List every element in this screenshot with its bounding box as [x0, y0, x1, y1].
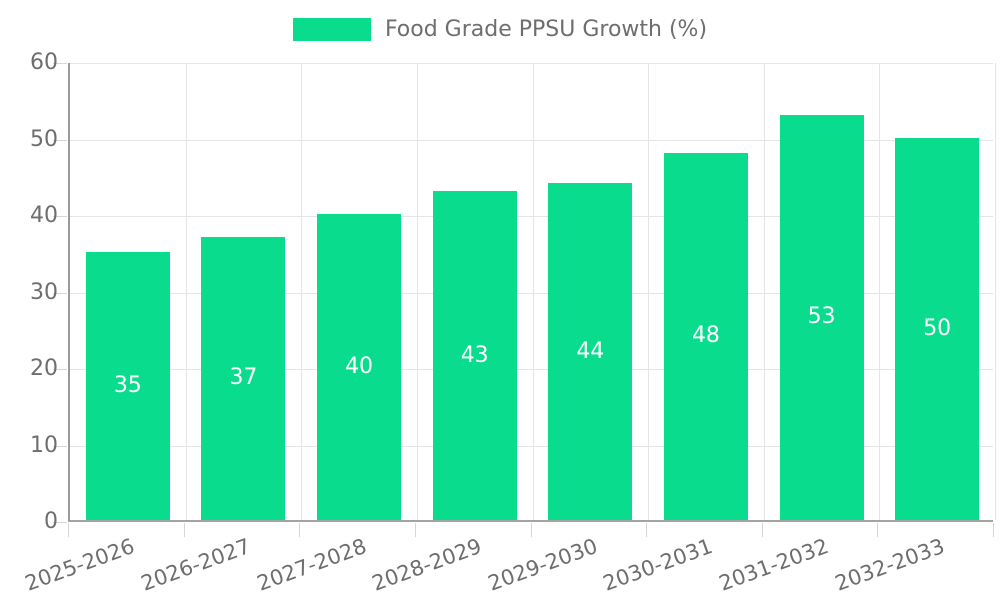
y-axis-tick-label: 50 — [30, 126, 58, 152]
bar: 35 — [85, 252, 170, 520]
v-gridline — [995, 63, 996, 520]
v-gridline — [417, 63, 418, 520]
x-axis-tick — [530, 523, 532, 537]
legend-swatch-icon — [292, 18, 371, 41]
x-axis-tick-label: 2029-2030 — [484, 534, 601, 596]
bar: 53 — [779, 114, 864, 520]
y-axis-tick-label: 10 — [30, 432, 58, 458]
h-gridline — [70, 63, 993, 64]
bar-value-label: 35 — [113, 373, 142, 399]
plot-area: 35 37 40 43 44 48 53 50 — [68, 63, 996, 522]
x-axis-tick-label: 2032-2033 — [831, 534, 948, 596]
bar: 48 — [663, 152, 748, 520]
y-axis-tick — [53, 369, 67, 370]
x-axis-tick-label: 2028-2029 — [369, 534, 485, 596]
x-axis-tick — [414, 523, 416, 537]
y-axis-tick — [53, 139, 67, 141]
bar: 37 — [201, 236, 286, 520]
y-axis-tick-label: 20 — [30, 356, 58, 381]
v-gridline — [533, 63, 534, 520]
v-gridline — [764, 63, 765, 520]
h-gridline — [70, 292, 993, 294]
x-axis-tick-label: 2031-2032 — [715, 534, 832, 596]
bar: 50 — [895, 137, 980, 520]
bar-value-label: 43 — [460, 342, 489, 368]
x-axis-tick — [68, 523, 69, 537]
v-gridline — [186, 63, 187, 520]
v-gridline — [648, 63, 649, 520]
y-axis-tick-label: 40 — [30, 203, 58, 228]
x-axis-tick-label: 2025-2026 — [22, 534, 139, 596]
legend-label: Food Grade PPSU Growth (%) — [384, 17, 708, 42]
x-axis-tick — [877, 523, 879, 537]
x-axis-tick — [646, 523, 648, 537]
bar: 44 — [548, 183, 633, 520]
bar-value-label: 50 — [923, 315, 952, 341]
y-axis-tick-label: 0 — [44, 509, 58, 534]
y-axis-tick — [53, 292, 67, 294]
h-gridline — [70, 369, 993, 370]
h-gridline — [70, 445, 993, 447]
y-axis-tick — [53, 216, 67, 217]
bar-value-label: 37 — [229, 365, 258, 391]
x-axis-tick — [761, 523, 763, 537]
bar: 43 — [432, 191, 517, 520]
x-axis-tick — [183, 523, 185, 537]
x-axis-tick — [299, 523, 301, 537]
h-gridline — [70, 216, 993, 217]
bar-value-label: 44 — [576, 338, 605, 364]
x-axis-tick — [993, 523, 994, 537]
x-axis-tick-label: 2027-2028 — [253, 534, 370, 596]
h-gridline — [70, 139, 993, 141]
y-axis-tick — [53, 522, 67, 523]
bar-value-label: 40 — [345, 354, 374, 379]
v-gridline — [301, 63, 302, 520]
y-axis-tick — [53, 63, 67, 64]
y-axis-tick — [53, 445, 67, 447]
y-axis-tick-label: 30 — [30, 279, 58, 305]
legend[interactable]: Food Grade PPSU Growth (%) — [0, 17, 1000, 42]
v-gridline — [879, 63, 880, 520]
bar-value-label: 53 — [807, 304, 836, 330]
bar: 40 — [317, 214, 402, 520]
x-axis-tick-label: 2030-2031 — [600, 534, 717, 596]
x-axis-tick-label: 2026-2027 — [137, 534, 254, 596]
y-axis-tick-label: 60 — [30, 50, 58, 75]
bar-value-label: 48 — [691, 323, 720, 349]
